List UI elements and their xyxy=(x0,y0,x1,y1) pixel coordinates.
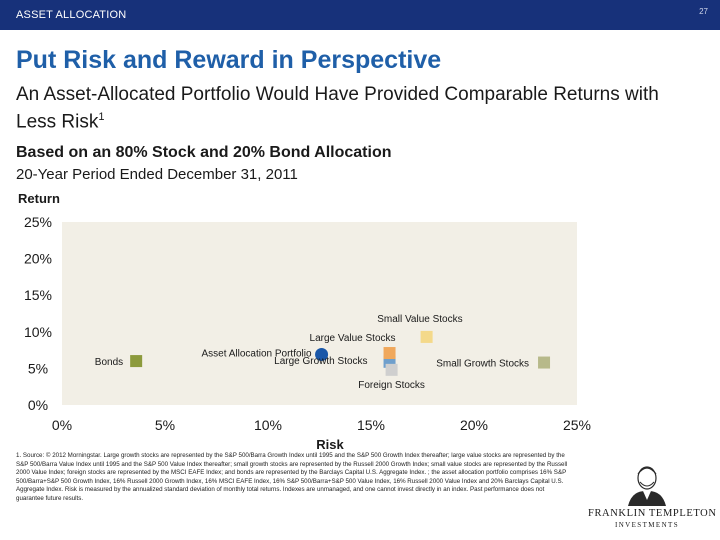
x-tick-label: 25% xyxy=(563,417,591,433)
y-tick-label: 25% xyxy=(24,214,52,230)
subtitle-text: An Asset-Allocated Portfolio Would Have … xyxy=(16,84,659,133)
point-label-asset-allocation-portfolio: Asset Allocation Portfolio xyxy=(201,348,311,359)
x-axis-title: Risk xyxy=(316,437,344,452)
x-tick-label: 0% xyxy=(52,417,72,433)
logo-tagline: INVESTMENTS xyxy=(614,521,679,529)
founder-portrait-icon xyxy=(628,466,666,506)
footnote-ref: 1 xyxy=(98,111,105,123)
point-label-small-value-stocks: Small Value Stocks xyxy=(377,314,462,325)
section-label: ASSET ALLOCATION xyxy=(16,9,127,21)
point-label-large-growth-stocks: Large Growth Stocks xyxy=(274,356,367,367)
point-small-growth-stocks xyxy=(538,356,551,369)
x-tick-label: 20% xyxy=(460,417,488,433)
point-label-small-growth-stocks: Small Growth Stocks xyxy=(436,359,529,370)
header-bar: ASSET ALLOCATION 27 xyxy=(0,0,720,30)
point-asset-allocation-portfolio xyxy=(315,347,329,361)
y-tick-label: 20% xyxy=(24,251,52,267)
point-label-large-value-stocks: Large Value Stocks xyxy=(310,333,396,344)
x-tick-label: 15% xyxy=(357,417,385,433)
plot-area xyxy=(62,222,577,405)
y-tick-label: 5% xyxy=(28,360,48,376)
point-small-value-stocks xyxy=(420,330,433,343)
franklin-templeton-logo: FRANKLIN TEMPLETON INVESTMENTS xyxy=(588,462,717,536)
point-bonds xyxy=(130,355,143,368)
chart-subheading: 20-Year Period Ended December 31, 2011 xyxy=(16,166,298,183)
page-subtitle: An Asset-Allocated Portfolio Would Have … xyxy=(16,83,676,133)
point-large-value-stocks xyxy=(383,347,396,360)
footnote: 1. Source: © 2012 Morningstar. Large gro… xyxy=(16,452,568,502)
logo-name: FRANKLIN TEMPLETON xyxy=(588,508,717,519)
point-foreign-stocks xyxy=(385,363,398,376)
y-tick-label: 10% xyxy=(24,324,52,340)
x-tick-label: 5% xyxy=(155,417,175,433)
y-tick-label: 15% xyxy=(24,287,52,303)
point-label-foreign-stocks: Foreign Stocks xyxy=(358,380,425,391)
y-tick-label: 0% xyxy=(28,397,48,413)
y-axis-title: Return xyxy=(18,191,60,206)
chart-heading: Based on an 80% Stock and 20% Bond Alloc… xyxy=(16,144,392,161)
x-tick-label: 10% xyxy=(254,417,282,433)
point-label-bonds: Bonds xyxy=(95,357,123,368)
page-title: Put Risk and Reward in Perspective xyxy=(16,46,442,74)
page-number: 27 xyxy=(699,7,708,16)
